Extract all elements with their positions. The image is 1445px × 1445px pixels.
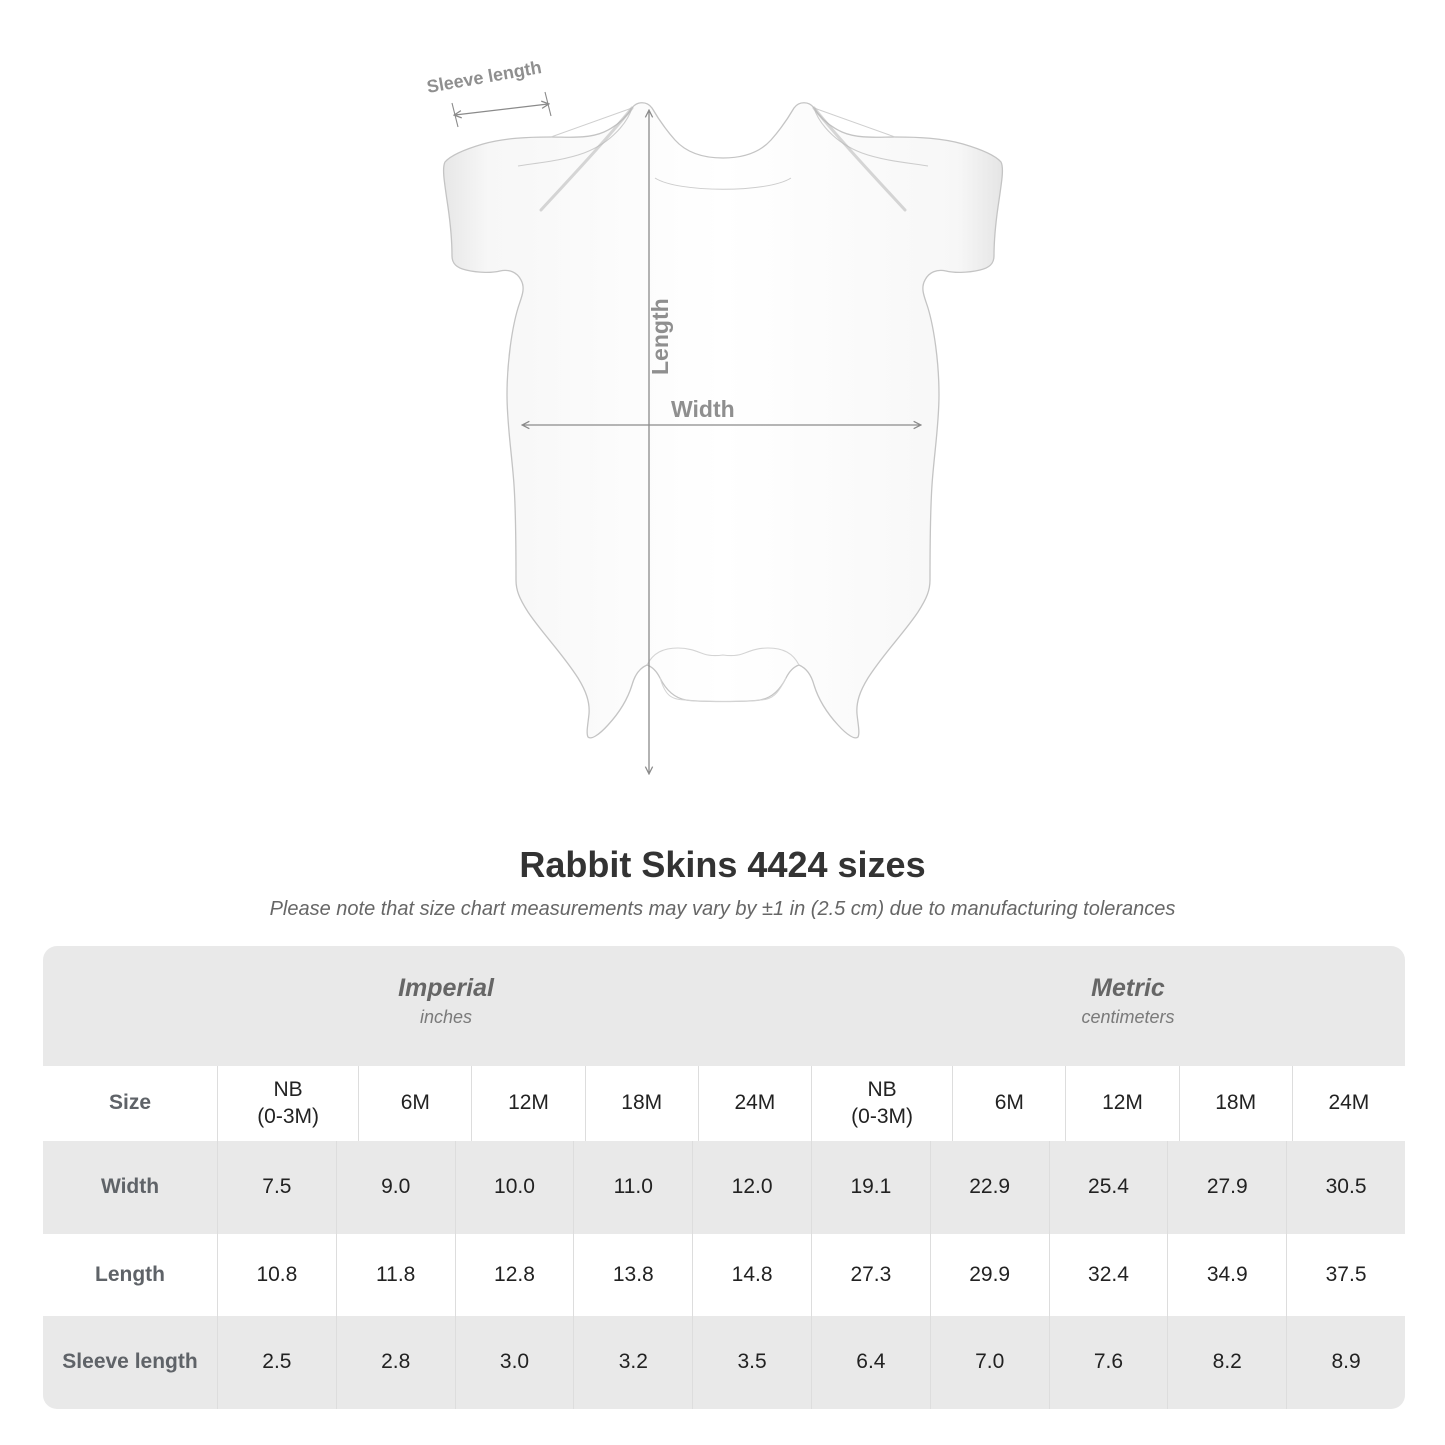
svg-text:Sleeve length: Sleeve length [425,57,543,97]
svg-text:Width: Width [671,396,735,422]
svg-text:Length: Length [647,298,673,375]
